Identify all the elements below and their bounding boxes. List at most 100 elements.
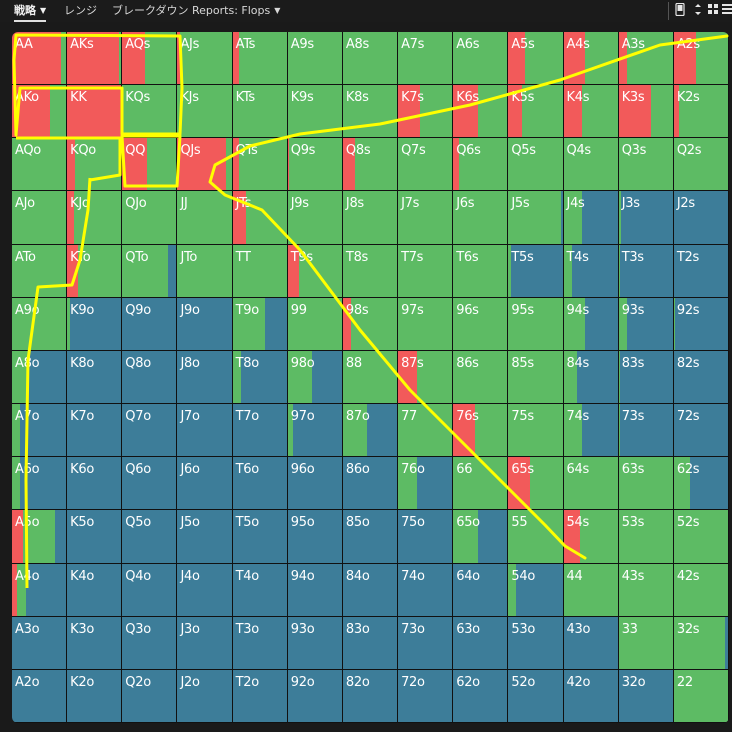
hand-cell-95s[interactable]: 95s (508, 297, 564, 351)
hand-cell-T2s[interactable]: T2s (673, 244, 729, 298)
hand-cell-T4s[interactable]: T4s (563, 244, 619, 298)
hand-cell-K3s[interactable]: K3s (618, 85, 674, 139)
hand-cell-Q8s[interactable]: Q8s (342, 138, 399, 192)
hand-cell-A6s[interactable]: A6s (453, 32, 509, 86)
hand-cell-Q9o[interactable]: Q9o (122, 297, 178, 351)
hand-cell-AKo[interactable]: AKo (12, 85, 68, 139)
hand-cell-AQo[interactable]: AQo (12, 138, 68, 192)
hand-cell-A8s[interactable]: A8s (342, 32, 399, 86)
hand-cell-J7o[interactable]: J7o (177, 404, 233, 458)
hand-cell-J7s[interactable]: J7s (398, 191, 454, 245)
hand-cell-J5s[interactable]: J5s (508, 191, 564, 245)
hand-cell-72s[interactable]: 72s (673, 404, 729, 458)
hand-cell-A9s[interactable]: A9s (287, 32, 343, 86)
grid-icon[interactable] (706, 3, 720, 17)
hand-cell-QJs[interactable]: QJs (177, 138, 233, 192)
hand-cell-95o[interactable]: 95o (287, 510, 343, 564)
hand-cell-53s[interactable]: 53s (618, 510, 674, 564)
hand-cell-A8o[interactable]: A8o (12, 350, 68, 405)
tab-strategy[interactable]: 戦略 ▼ (14, 0, 46, 22)
hand-cell-ATo[interactable]: ATo (12, 244, 68, 298)
tab-reports-flops[interactable]: Reports: Flops ▼ (192, 0, 280, 22)
hand-cell-KQo[interactable]: KQo (67, 138, 123, 192)
hand-cell-85s[interactable]: 85s (508, 350, 564, 405)
hand-cell-A7s[interactable]: A7s (398, 32, 454, 86)
hand-cell-A6o[interactable]: A6o (12, 457, 68, 511)
hand-cell-73o[interactable]: 73o (398, 616, 454, 670)
hand-cell-J3s[interactable]: J3s (618, 191, 674, 245)
hand-cell-72o[interactable]: 72o (398, 669, 454, 723)
hand-cell-T2o[interactable]: T2o (232, 669, 288, 723)
hand-cell-K5s[interactable]: K5s (508, 85, 564, 139)
hand-cell-J4s[interactable]: J4s (563, 191, 619, 245)
hand-cell-75o[interactable]: 75o (398, 510, 454, 564)
hand-cell-63s[interactable]: 63s (618, 457, 674, 511)
hand-cell-T3o[interactable]: T3o (232, 616, 288, 670)
hand-cell-32o[interactable]: 32o (618, 669, 674, 723)
hand-cell-Q7s[interactable]: Q7s (398, 138, 454, 192)
hand-cell-KQs[interactable]: KQs (122, 85, 178, 139)
hand-cell-94s[interactable]: 94s (563, 297, 619, 351)
hand-cell-83s[interactable]: 83s (618, 350, 674, 405)
hand-cell-JTo[interactable]: JTo (177, 244, 233, 298)
hand-cell-22[interactable]: 22 (673, 669, 729, 723)
hand-cell-85o[interactable]: 85o (342, 510, 399, 564)
hand-cell-J2o[interactable]: J2o (177, 669, 233, 723)
hand-cell-T9s[interactable]: T9s (287, 244, 343, 298)
hand-cell-82s[interactable]: 82s (673, 350, 729, 405)
hand-cell-JJ[interactable]: JJ (177, 191, 233, 245)
hand-cell-TT[interactable]: TT (232, 244, 288, 298)
hand-cell-Q6s[interactable]: Q6s (453, 138, 509, 192)
hand-cell-98s[interactable]: 98s (342, 297, 399, 351)
hand-cell-A5o[interactable]: A5o (12, 510, 68, 564)
hand-cell-T5o[interactable]: T5o (232, 510, 288, 564)
hand-cell-KK[interactable]: KK (67, 85, 123, 139)
hand-cell-Q2s[interactable]: Q2s (673, 138, 729, 192)
hand-cell-J9s[interactable]: J9s (287, 191, 343, 245)
hand-cell-54s[interactable]: 54s (563, 510, 619, 564)
hand-cell-A3s[interactable]: A3s (618, 32, 674, 86)
hand-cell-64s[interactable]: 64s (563, 457, 619, 511)
hand-cell-87s[interactable]: 87s (398, 350, 454, 405)
hand-cell-A5s[interactable]: A5s (508, 32, 564, 86)
hand-cell-54o[interactable]: 54o (508, 563, 564, 617)
hand-cell-AJo[interactable]: AJo (12, 191, 68, 245)
hand-cell-55[interactable]: 55 (508, 510, 564, 564)
hand-cell-96o[interactable]: 96o (287, 457, 343, 511)
hand-cell-73s[interactable]: 73s (618, 404, 674, 458)
list-icon[interactable] (720, 3, 732, 17)
hand-cell-AQs[interactable]: AQs (122, 32, 178, 86)
hand-cell-A4o[interactable]: A4o (12, 563, 68, 617)
hand-cell-Q6o[interactable]: Q6o (122, 457, 178, 511)
hand-cell-J8s[interactable]: J8s (342, 191, 399, 245)
tab-range[interactable]: レンジ (64, 0, 97, 22)
hand-cell-97o[interactable]: 97o (287, 404, 343, 458)
hand-cell-64o[interactable]: 64o (453, 563, 509, 617)
hand-cell-K8s[interactable]: K8s (342, 85, 399, 139)
hand-cell-66[interactable]: 66 (453, 457, 509, 511)
hand-cell-T8o[interactable]: T8o (232, 350, 288, 405)
hand-cell-86o[interactable]: 86o (342, 457, 399, 511)
hand-cell-Q4o[interactable]: Q4o (122, 563, 178, 617)
hand-cell-87o[interactable]: 87o (342, 404, 399, 458)
hand-cell-76s[interactable]: 76s (453, 404, 509, 458)
hand-cell-96s[interactable]: 96s (453, 297, 509, 351)
hand-cell-A4s[interactable]: A4s (563, 32, 619, 86)
hand-cell-K2o[interactable]: K2o (67, 669, 123, 723)
hand-cell-K7o[interactable]: K7o (67, 404, 123, 458)
hand-cell-K4o[interactable]: K4o (67, 563, 123, 617)
hand-cell-K3o[interactable]: K3o (67, 616, 123, 670)
hand-cell-92o[interactable]: 92o (287, 669, 343, 723)
hand-cell-KJo[interactable]: KJo (67, 191, 123, 245)
hand-cell-Q9s[interactable]: Q9s (287, 138, 343, 192)
hand-cell-A3o[interactable]: A3o (12, 616, 68, 670)
hand-cell-J3o[interactable]: J3o (177, 616, 233, 670)
hand-cell-94o[interactable]: 94o (287, 563, 343, 617)
hand-cell-J8o[interactable]: J8o (177, 350, 233, 405)
hand-cell-K6s[interactable]: K6s (453, 85, 509, 139)
hand-cell-J2s[interactable]: J2s (673, 191, 729, 245)
hand-cell-K4s[interactable]: K4s (563, 85, 619, 139)
hand-cell-KJs[interactable]: KJs (177, 85, 233, 139)
hand-cell-T4o[interactable]: T4o (232, 563, 288, 617)
hand-cell-A9o[interactable]: A9o (12, 297, 68, 351)
